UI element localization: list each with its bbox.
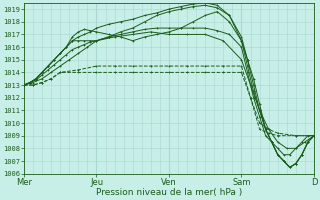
X-axis label: Pression niveau de la mer( hPa ): Pression niveau de la mer( hPa ): [96, 188, 242, 197]
